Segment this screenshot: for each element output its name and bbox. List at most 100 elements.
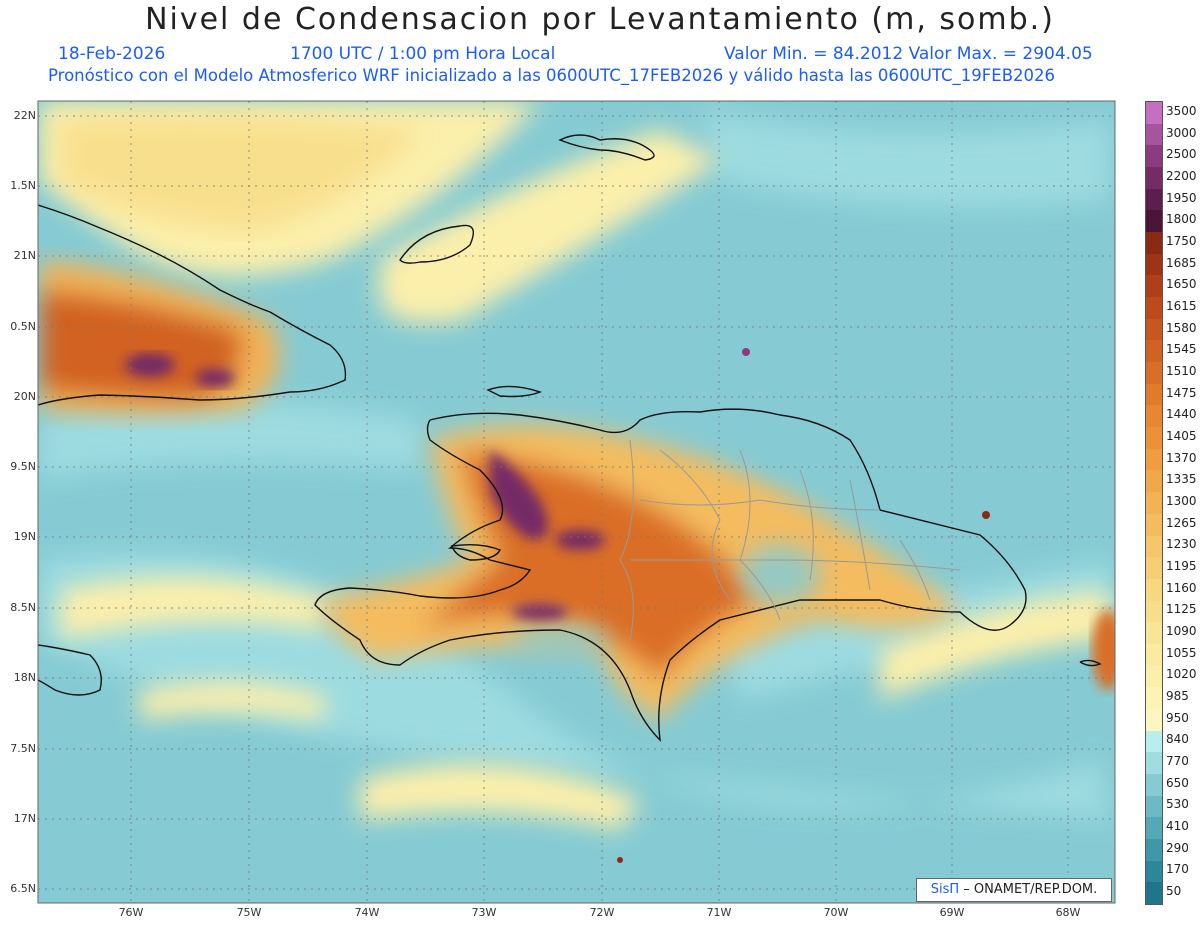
lat-tick: 6.5N — [10, 882, 36, 895]
lon-tick: 68W — [1055, 906, 1081, 919]
colorbar-label: 1440 — [1166, 407, 1197, 422]
lon-tick: 73W — [471, 906, 497, 919]
forecast-time: 1700 UTC / 1:00 pm Hora Local — [290, 44, 556, 64]
lat-tick: 18N — [13, 671, 36, 684]
colorbar-segment — [1146, 340, 1162, 363]
lat-tick: 22N — [13, 109, 36, 122]
colorbar-label: 3500 — [1166, 103, 1197, 118]
colorbar-segment — [1146, 752, 1162, 775]
colorbar-segment — [1146, 123, 1162, 146]
colorbar-label: 1750 — [1166, 233, 1197, 248]
coastlines — [38, 134, 1102, 742]
colorbar-label: 650 — [1166, 775, 1189, 790]
colorbar-label: 1650 — [1166, 277, 1197, 292]
colorbar-label: 1160 — [1166, 580, 1197, 595]
colorbar-segment — [1146, 167, 1162, 190]
colorbar-label: 50 — [1166, 884, 1182, 899]
colorbar-label: 290 — [1166, 840, 1189, 855]
colorbar-segment — [1146, 210, 1162, 233]
colorbar-segment — [1146, 297, 1162, 320]
lat-tick: 17N — [13, 812, 36, 825]
colorbar-segment — [1146, 643, 1162, 667]
colorbar-segment — [1146, 232, 1162, 255]
colorbar-label: 3000 — [1166, 125, 1197, 140]
hotspot — [982, 511, 990, 519]
colorbar-segment — [1146, 253, 1162, 276]
colorbar-segment — [1146, 535, 1162, 558]
colorbar-label: 1685 — [1166, 255, 1197, 270]
colorbar-segment — [1146, 795, 1162, 818]
colorbar-label: 1265 — [1166, 515, 1197, 530]
colorbar-segment — [1146, 275, 1162, 298]
colorbar-segment — [1146, 102, 1162, 125]
lcl-field — [38, 101, 1115, 903]
colorbar-label: 1055 — [1166, 645, 1197, 660]
lat-tick: 20N — [13, 390, 36, 403]
credit-text: – ONAMET/REP.DOM. — [963, 882, 1098, 897]
colorbar-label: 950 — [1166, 710, 1189, 725]
colorbar-label: 1300 — [1166, 494, 1197, 508]
min-max-values: Valor Min. = 84.2012 Valor Max. = 2904.0… — [724, 44, 1093, 64]
colorbar-label: 1580 — [1166, 320, 1197, 335]
colorbar-label: 1950 — [1166, 190, 1197, 205]
colorbar-segment — [1146, 622, 1162, 645]
graticule — [38, 101, 1115, 903]
colorbar-segment — [1146, 773, 1162, 797]
colorbar-segment — [1146, 470, 1162, 493]
colorbar-segment — [1146, 838, 1162, 862]
hotspot — [742, 348, 750, 356]
colorbar-label: 770 — [1166, 754, 1189, 769]
hotspot — [617, 857, 623, 863]
colorbar-segment — [1146, 492, 1162, 515]
lat-tick: 8.5N — [10, 601, 36, 614]
colorbar-segment — [1146, 557, 1162, 580]
colorbar-label: 1615 — [1166, 298, 1197, 313]
lon-tick: 69W — [939, 906, 965, 919]
model-info: Pronóstico con el Modelo Atmosferico WRF… — [48, 66, 1056, 85]
colorbar-segment — [1146, 882, 1162, 905]
colorbar-segment — [1146, 405, 1162, 428]
colorbar-segment — [1146, 513, 1162, 536]
colorbar-label: 1475 — [1166, 385, 1197, 400]
lon-tick: 75W — [236, 906, 262, 919]
lon-tick: 76W — [118, 906, 144, 919]
colorbar-label: 1545 — [1166, 342, 1197, 357]
colorbar-label: 1090 — [1166, 624, 1197, 639]
colorbar-segment — [1146, 730, 1162, 753]
map-title: Nivel de Condensacion por Levantamiento … — [145, 2, 1055, 37]
colorbar-segment — [1146, 145, 1162, 168]
colorbar-label: 2200 — [1166, 168, 1197, 183]
colorbar-label: 1800 — [1166, 212, 1197, 227]
colorbar-label: 1335 — [1166, 472, 1197, 487]
colorbar-label: 410 — [1166, 819, 1189, 834]
colorbar-segment — [1146, 600, 1162, 623]
colorbar-label: 170 — [1166, 862, 1189, 877]
lat-tick: 19N — [13, 530, 36, 543]
colorbar-label: 1020 — [1166, 667, 1197, 682]
colorbar-segment — [1146, 427, 1162, 450]
colorbar-label: 1230 — [1166, 537, 1197, 552]
colorbar-label: 1125 — [1166, 602, 1197, 617]
colorbar-segment — [1146, 318, 1162, 341]
colorbar-label: 2500 — [1166, 147, 1197, 162]
colorbar-segment — [1146, 665, 1162, 688]
colorbar-label: 1405 — [1166, 428, 1197, 443]
lat-tick: 21N — [13, 249, 36, 262]
colorbar-segment — [1146, 383, 1162, 406]
lon-tick: 72W — [589, 906, 615, 919]
colorbar-segment — [1146, 860, 1162, 883]
colorbar-label: 840 — [1166, 732, 1189, 747]
colorbar-label: 1370 — [1166, 450, 1197, 465]
lon-tick: 74W — [354, 906, 380, 919]
colorbar-label: 985 — [1166, 689, 1189, 704]
colorbar-segment — [1146, 708, 1162, 732]
colorbar-segment — [1146, 362, 1162, 385]
colorbar — [1145, 101, 1163, 905]
colorbar-label: 1195 — [1166, 559, 1197, 574]
sis-logo: SisΠ — [930, 882, 960, 897]
credit-box: SisΠ – ONAMET/REP.DOM. — [916, 878, 1112, 902]
lon-tick: 70W — [823, 906, 849, 919]
colorbar-segment — [1146, 448, 1162, 471]
colorbar-label: 1510 — [1166, 363, 1197, 378]
